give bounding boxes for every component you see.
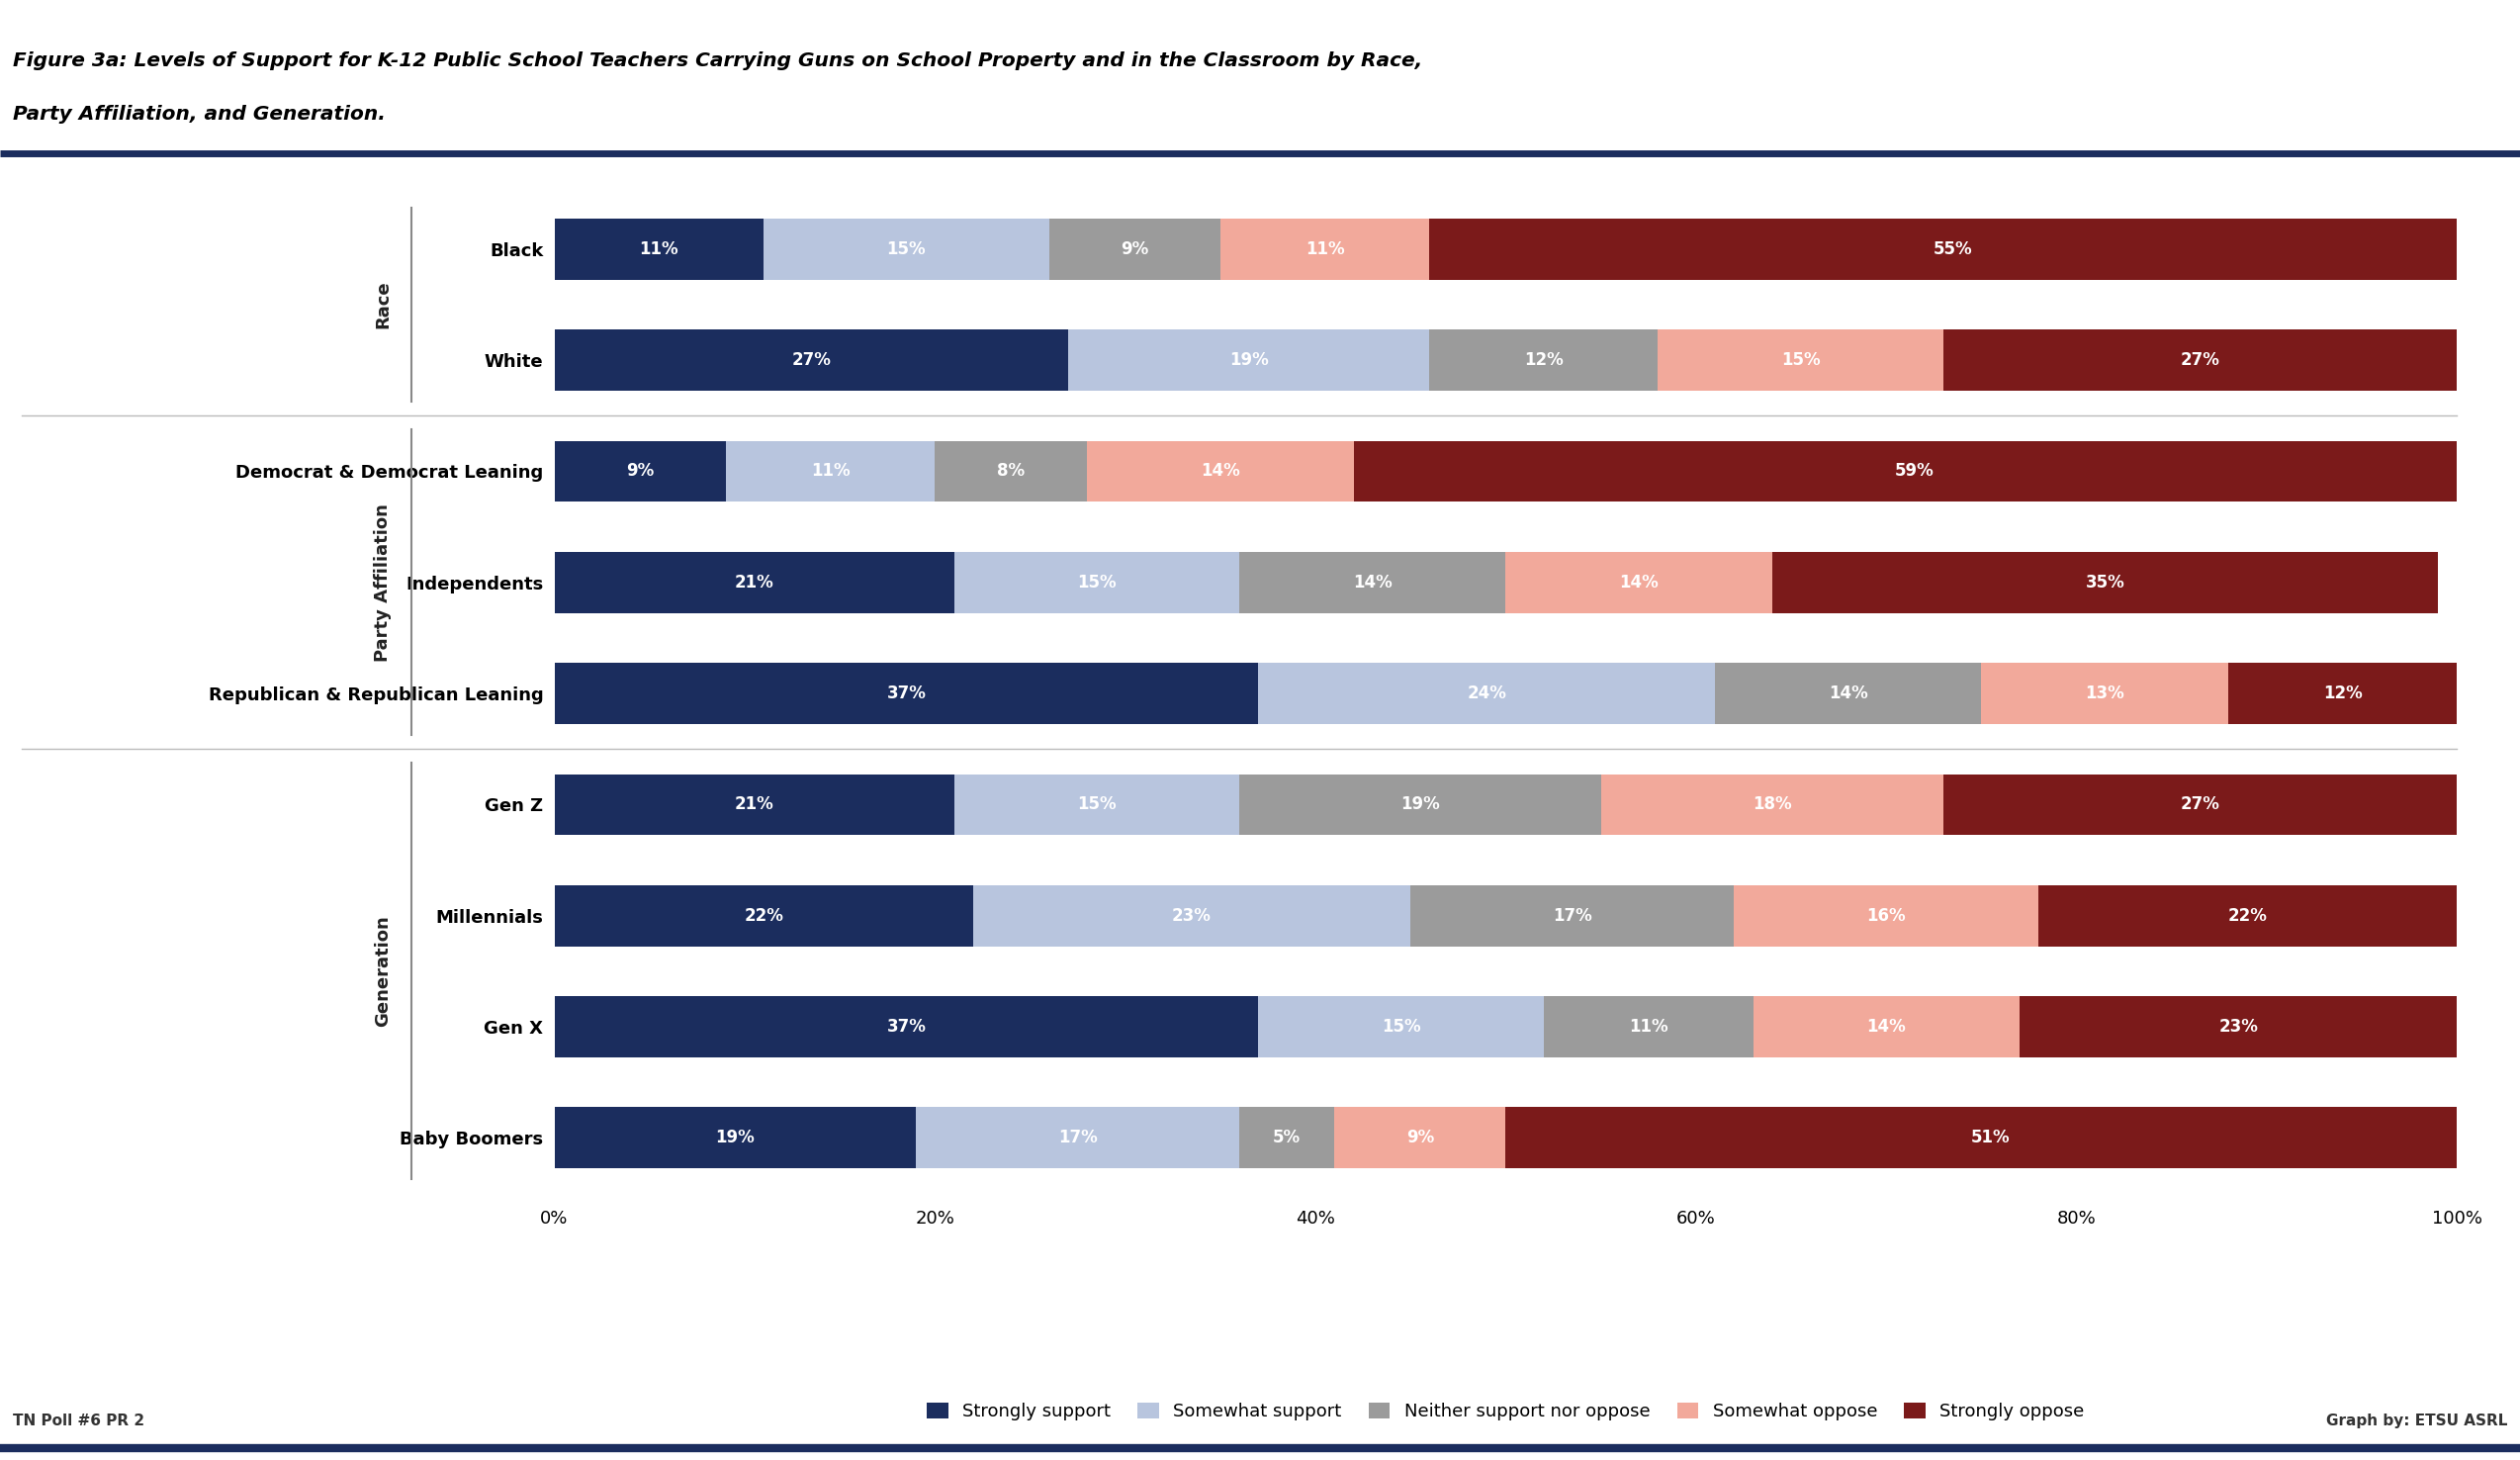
Bar bbox=[1048, 219, 1220, 280]
Text: 19%: 19% bbox=[716, 1129, 756, 1146]
Text: 27%: 27% bbox=[2180, 352, 2220, 369]
Text: 14%: 14% bbox=[1200, 463, 1240, 480]
Bar bbox=[1981, 663, 2228, 724]
Text: 12%: 12% bbox=[2323, 685, 2364, 702]
Bar bbox=[554, 885, 973, 946]
Bar bbox=[764, 219, 1048, 280]
Text: 14%: 14% bbox=[1830, 685, 1867, 702]
Bar bbox=[1257, 996, 1545, 1057]
Text: 15%: 15% bbox=[1782, 352, 1819, 369]
Bar bbox=[1068, 330, 1429, 391]
Text: 17%: 17% bbox=[1552, 907, 1593, 924]
Bar bbox=[935, 441, 1086, 502]
Text: 19%: 19% bbox=[1230, 352, 1268, 369]
Text: 19%: 19% bbox=[1401, 796, 1439, 813]
Bar bbox=[1504, 552, 1772, 613]
Text: 15%: 15% bbox=[887, 241, 925, 258]
Bar bbox=[554, 996, 1257, 1057]
Bar bbox=[1429, 330, 1658, 391]
Legend: Strongly support, Somewhat support, Neither support nor oppose, Somewhat oppose,: Strongly support, Somewhat support, Neit… bbox=[927, 1403, 2084, 1421]
Bar bbox=[554, 663, 1257, 724]
Text: 15%: 15% bbox=[1076, 796, 1116, 813]
Text: 11%: 11% bbox=[1305, 241, 1346, 258]
Bar bbox=[1240, 774, 1600, 835]
Bar bbox=[1754, 996, 2019, 1057]
Text: 35%: 35% bbox=[2087, 574, 2124, 591]
Text: 12%: 12% bbox=[1525, 352, 1562, 369]
Bar bbox=[554, 330, 1068, 391]
Bar bbox=[554, 219, 764, 280]
Bar bbox=[955, 552, 1240, 613]
Text: 37%: 37% bbox=[887, 1018, 925, 1035]
Bar bbox=[554, 441, 726, 502]
Bar bbox=[1429, 219, 2477, 280]
Text: Party Affiliation: Party Affiliation bbox=[375, 504, 393, 661]
Text: 55%: 55% bbox=[1933, 241, 1973, 258]
Text: 11%: 11% bbox=[1628, 1018, 1668, 1035]
Text: 9%: 9% bbox=[625, 463, 655, 480]
Bar bbox=[2019, 996, 2457, 1057]
Bar bbox=[2039, 885, 2457, 946]
Bar bbox=[554, 774, 955, 835]
Bar bbox=[1658, 330, 1943, 391]
Text: 37%: 37% bbox=[887, 685, 925, 702]
Text: 8%: 8% bbox=[998, 463, 1026, 480]
Bar bbox=[1411, 885, 1734, 946]
Text: 59%: 59% bbox=[1895, 463, 1935, 480]
Text: 17%: 17% bbox=[1058, 1129, 1096, 1146]
Text: 22%: 22% bbox=[2228, 907, 2268, 924]
Text: Generation: Generation bbox=[375, 915, 393, 1026]
Bar bbox=[726, 441, 935, 502]
Text: 27%: 27% bbox=[2180, 796, 2220, 813]
Bar bbox=[1220, 219, 1429, 280]
Text: 24%: 24% bbox=[1467, 685, 1507, 702]
Text: Race: Race bbox=[375, 280, 393, 329]
Bar bbox=[1943, 774, 2457, 835]
Bar bbox=[1545, 996, 1754, 1057]
Bar bbox=[1504, 1107, 2477, 1168]
Text: Graph by: ETSU ASRL: Graph by: ETSU ASRL bbox=[2326, 1413, 2507, 1428]
Bar bbox=[1257, 663, 1716, 724]
Text: Figure 3a: Levels of Support for K-12 Public School Teachers Carrying Guns on Sc: Figure 3a: Levels of Support for K-12 Pu… bbox=[13, 51, 1421, 70]
Bar bbox=[554, 1107, 915, 1168]
Text: Party Affiliation, and Generation.: Party Affiliation, and Generation. bbox=[13, 105, 386, 124]
Text: 23%: 23% bbox=[2218, 1018, 2258, 1035]
Text: 13%: 13% bbox=[2087, 685, 2124, 702]
Text: 27%: 27% bbox=[791, 352, 832, 369]
Text: 15%: 15% bbox=[1381, 1018, 1421, 1035]
Text: 15%: 15% bbox=[1076, 574, 1116, 591]
Bar bbox=[955, 774, 1240, 835]
Bar bbox=[1772, 552, 2437, 613]
Bar bbox=[1734, 885, 2039, 946]
Bar bbox=[1240, 552, 1507, 613]
Bar bbox=[1336, 1107, 1507, 1168]
Text: 21%: 21% bbox=[733, 574, 774, 591]
Text: 5%: 5% bbox=[1273, 1129, 1300, 1146]
Text: 16%: 16% bbox=[1867, 907, 1905, 924]
Text: 14%: 14% bbox=[1867, 1018, 1905, 1035]
Text: 9%: 9% bbox=[1121, 241, 1149, 258]
Text: 14%: 14% bbox=[1620, 574, 1658, 591]
Bar bbox=[554, 552, 955, 613]
Bar bbox=[2228, 663, 2457, 724]
Text: 9%: 9% bbox=[1406, 1129, 1434, 1146]
Bar bbox=[973, 885, 1411, 946]
Text: 51%: 51% bbox=[1971, 1129, 2011, 1146]
Bar bbox=[1943, 330, 2457, 391]
Bar bbox=[1716, 663, 1981, 724]
Text: 18%: 18% bbox=[1751, 796, 1792, 813]
Bar bbox=[1353, 441, 2477, 502]
Text: TN Poll #6 PR 2: TN Poll #6 PR 2 bbox=[13, 1413, 144, 1428]
Text: 11%: 11% bbox=[811, 463, 849, 480]
Text: 23%: 23% bbox=[1172, 907, 1212, 924]
Text: 14%: 14% bbox=[1353, 574, 1391, 591]
Text: 11%: 11% bbox=[640, 241, 678, 258]
Bar bbox=[1240, 1107, 1336, 1168]
Text: 22%: 22% bbox=[743, 907, 784, 924]
Text: 21%: 21% bbox=[733, 796, 774, 813]
Bar bbox=[1086, 441, 1353, 502]
Bar bbox=[915, 1107, 1240, 1168]
Bar bbox=[1600, 774, 1943, 835]
